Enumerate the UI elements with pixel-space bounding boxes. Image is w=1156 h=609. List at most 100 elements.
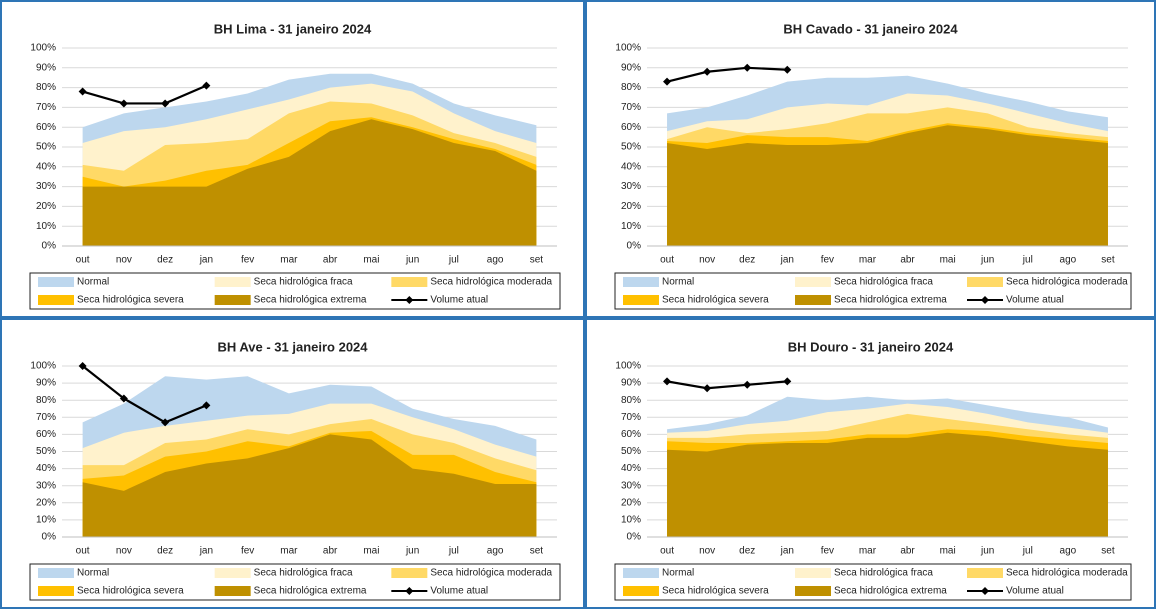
y-tick-label: 20% xyxy=(621,201,641,212)
y-tick-label: 50% xyxy=(36,142,56,153)
volume-line xyxy=(666,380,788,390)
y-tick-label: 90% xyxy=(621,378,641,389)
area xyxy=(667,125,1108,246)
x-tick-label: ago xyxy=(1060,546,1077,557)
x-tick-label: abr xyxy=(323,255,338,266)
volume-marker xyxy=(743,63,752,72)
legend-swatch xyxy=(967,568,1003,578)
y-tick-label: 60% xyxy=(36,122,56,133)
legend-label: Seca hidrológica moderada xyxy=(1006,277,1128,288)
legend-label: Normal xyxy=(662,568,694,579)
legend-swatch xyxy=(214,568,251,578)
x-tick-label: fev xyxy=(241,546,254,557)
chart-panel: BH Cavado - 31 janeiro 2024 0% 10% 20% 30% 40… xyxy=(585,0,1156,318)
x-tick-label: abr xyxy=(900,255,915,266)
legend-swatch xyxy=(38,568,74,578)
x-tick-label: mai xyxy=(940,546,956,557)
volume-line xyxy=(666,66,788,83)
legend-swatch xyxy=(391,568,428,578)
volume-marker xyxy=(161,418,170,427)
volume-marker xyxy=(703,384,712,393)
legend-label: Seca hidrológica extrema xyxy=(834,586,947,597)
legend-swatch xyxy=(214,277,251,287)
legend-label: Seca hidrológica moderada xyxy=(1006,568,1128,579)
x-tick-label: jun xyxy=(980,255,994,266)
legend-label: Seca hidrológica fraca xyxy=(254,277,353,288)
x-tick-label: ago xyxy=(487,546,504,557)
x-tick-label: mar xyxy=(280,255,298,266)
legend-label: Seca hidrológica fraca xyxy=(834,568,933,579)
y-tick-label: 100% xyxy=(30,361,56,372)
y-tick-label: 0% xyxy=(42,532,57,543)
legend-label: Volume atual xyxy=(1006,295,1064,306)
legend-swatch xyxy=(623,586,659,596)
legend-label: Seca hidrológica severa xyxy=(77,586,184,597)
y-tick-label: 70% xyxy=(621,102,641,113)
y-tick-label: 40% xyxy=(36,463,56,474)
x-tick-label: mar xyxy=(859,255,877,266)
y-tick-label: 0% xyxy=(627,241,642,252)
legend-label: Seca hidrológica severa xyxy=(662,586,769,597)
legend-swatch xyxy=(214,295,251,305)
x-tick-label: set xyxy=(1101,546,1115,557)
legend-label: Normal xyxy=(662,277,694,288)
x-tick-label: abr xyxy=(900,546,915,557)
y-tick-label: 40% xyxy=(621,161,641,172)
x-tick-label: nov xyxy=(699,546,715,557)
x-tick-label: set xyxy=(1101,255,1115,266)
x-tick-label: nov xyxy=(116,546,132,557)
chart-panel: BH Douro - 31 janeiro 2024 0% 10% 20% 30% 40%… xyxy=(585,318,1156,609)
y-tick-label: 60% xyxy=(621,122,641,133)
volume-marker xyxy=(202,81,211,90)
chart-panel: BH Ave - 31 janeiro 2024 0% 10% 20% 30% 40% 50… xyxy=(0,318,585,609)
area xyxy=(82,434,537,537)
legend-label: Seca hidrológica extrema xyxy=(834,295,947,306)
x-tick-label: nov xyxy=(116,255,132,266)
legend-label: Seca hidrológica severa xyxy=(662,295,769,306)
y-tick-label: 90% xyxy=(621,62,641,73)
x-tick-label: jul xyxy=(448,255,459,266)
chart-panel: BH Lima - 31 janeiro 2024 0% 10% 20% 30% 40% 5… xyxy=(0,0,585,318)
legend-box xyxy=(29,272,561,310)
area xyxy=(667,432,1108,537)
legend-marker xyxy=(981,296,989,304)
x-tick-label: dez xyxy=(157,546,173,557)
legend-swatch xyxy=(623,568,659,578)
y-tick-label: 50% xyxy=(621,446,641,457)
legend-swatch xyxy=(795,568,831,578)
legend-label: Normal xyxy=(77,277,109,288)
y-tick-label: 40% xyxy=(36,161,56,172)
chart-title: BH Douro - 31 janeiro 2024 xyxy=(788,339,954,354)
legend-swatch xyxy=(795,586,831,596)
x-tick-label: fev xyxy=(821,546,834,557)
legend-label: Seca hidrológica fraca xyxy=(834,277,933,288)
y-tick-label: 90% xyxy=(36,62,56,73)
x-tick-label: fev xyxy=(821,255,834,266)
y-tick-label: 70% xyxy=(621,412,641,423)
x-tick-label: jan xyxy=(199,255,213,266)
x-tick-label: out xyxy=(76,546,90,557)
legend-label: Volume atual xyxy=(1006,586,1064,597)
volume-line xyxy=(81,365,207,424)
volume-marker xyxy=(663,77,672,86)
legend-label: Seca hidrológica extrema xyxy=(254,295,367,306)
volume-marker xyxy=(202,401,211,410)
x-tick-label: mar xyxy=(859,546,877,557)
chart-title: BH Cavado - 31 janeiro 2024 xyxy=(783,21,958,36)
y-tick-label: 80% xyxy=(36,395,56,406)
x-tick-label: dez xyxy=(739,546,755,557)
y-tick-label: 20% xyxy=(36,497,56,508)
legend-label: Volume atual xyxy=(430,295,488,306)
legend-swatch xyxy=(214,586,251,596)
area xyxy=(82,119,537,246)
x-tick-label: jun xyxy=(405,546,419,557)
chart-title: BH Ave - 31 janeiro 2024 xyxy=(217,339,368,354)
x-tick-label: ago xyxy=(487,255,504,266)
x-tick-label: jan xyxy=(780,546,794,557)
y-tick-label: 70% xyxy=(36,412,56,423)
x-tick-label: ago xyxy=(1060,255,1077,266)
x-tick-label: fev xyxy=(241,255,254,266)
y-tick-label: 100% xyxy=(615,43,641,54)
legend-swatch xyxy=(391,277,428,287)
